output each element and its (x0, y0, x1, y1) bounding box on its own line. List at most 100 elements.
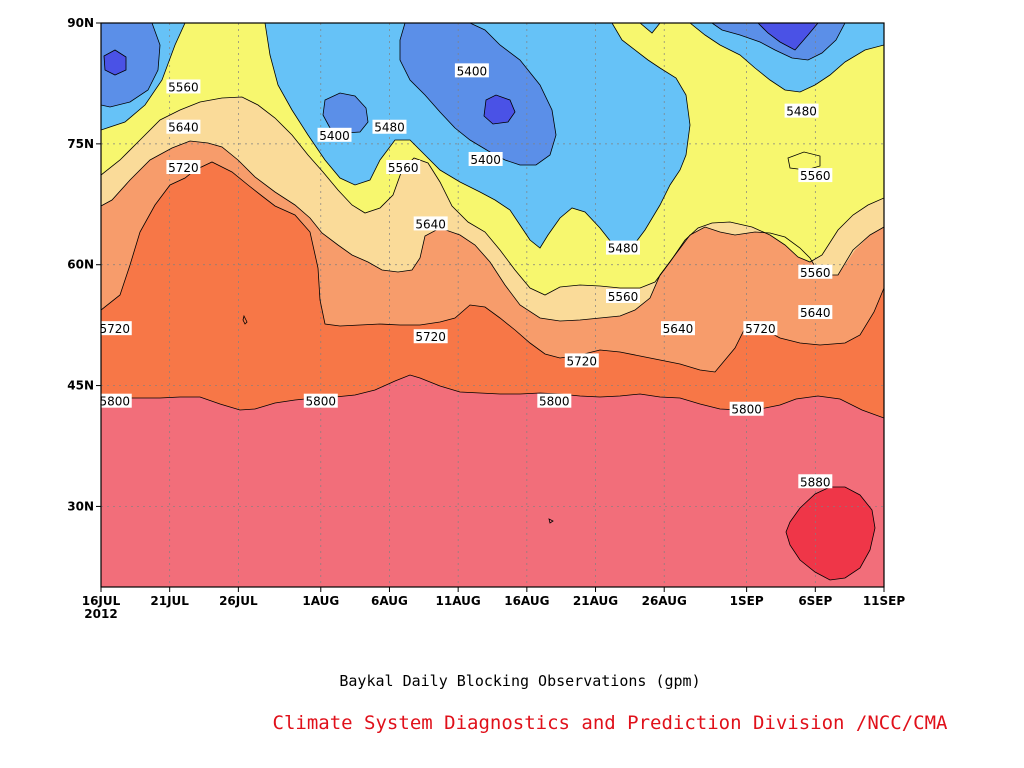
contour-label-bg (798, 474, 833, 489)
contour-5480-b (264, 23, 691, 251)
contour-5400-c (322, 92, 369, 134)
contour-label-bg (454, 63, 489, 78)
contour-label-text: 5480 (608, 242, 639, 256)
contour-label-text: 5800 (731, 403, 762, 417)
contour-label-text: 5640 (800, 306, 831, 320)
contour-label-bg (606, 240, 640, 255)
x-tick-label: 1SEP (730, 594, 764, 608)
contour-label-bg (166, 160, 201, 175)
contour-label-text: 5800 (99, 395, 130, 409)
contour-label-bg (303, 393, 338, 408)
fill-below-5480-d (712, 23, 845, 60)
contour-label-text: 5400 (319, 129, 350, 143)
y-tick-label: 75N (67, 137, 94, 151)
contour-label-bg (97, 321, 132, 336)
contour-5480-d (639, 23, 661, 34)
contour-5480-a (101, 23, 186, 131)
chart-caption: Baykal Daily Blocking Observations (gpm) (339, 672, 701, 690)
x-tick-label: 26AUG (642, 594, 687, 608)
contour-label-text: 5800 (539, 395, 570, 409)
x-tick-label: 11AUG (436, 594, 481, 608)
contour-label-bg (660, 321, 695, 336)
contour-label: 5640 (166, 119, 201, 135)
contour-label-text: 5720 (415, 330, 446, 344)
x-tick-label: 21AUG (573, 594, 618, 608)
x-tick-label: 26JUL (219, 594, 258, 608)
contour-label-text: 5480 (786, 105, 817, 119)
contour-label-bg (798, 305, 833, 320)
contour-label-bg (537, 393, 572, 408)
contour-label: 5400 (454, 63, 489, 78)
grid-lines (101, 23, 884, 587)
contour-label-bg (468, 151, 503, 166)
contour-label: 5560 (606, 288, 640, 304)
y-tick-label: 30N (67, 499, 94, 513)
plot-frame (100, 22, 885, 588)
x-tick-label: 16AUG (504, 594, 549, 608)
contour-label-bg (606, 288, 640, 303)
contour-label-bg (413, 216, 448, 231)
contour-label-text: 5560 (800, 169, 831, 183)
fill-below-5400-b (484, 95, 515, 124)
contour-label-text: 5640 (168, 121, 199, 135)
x-tick-label: 6AUG (371, 594, 408, 608)
contour-5480-c (689, 23, 884, 93)
contour-label: 5720 (166, 160, 201, 175)
contour-label-bg (166, 79, 201, 94)
contour-label: 5800 (537, 393, 572, 409)
contour-label: 5560 (166, 79, 201, 94)
contour-label: 5400 (468, 151, 503, 167)
contour-label-bg (97, 393, 132, 408)
contour-label-bg (784, 103, 819, 118)
contour-label: 5720 (743, 321, 778, 336)
fill-above-5880 (786, 487, 875, 580)
contour-label-bg (166, 119, 201, 134)
contour-label-text: 5560 (800, 266, 831, 280)
fill-5560-island (640, 23, 660, 33)
contour-label-bg (317, 127, 352, 142)
contour-label: 5560 (798, 168, 833, 183)
contour-5720 (101, 161, 884, 373)
contour-small-mark-a (242, 314, 248, 325)
fill-below-5400-c (758, 23, 818, 50)
contour-label: 5560 (386, 160, 421, 175)
contour-5400-d (711, 23, 846, 61)
contour-label-text: 5720 (745, 322, 776, 336)
contour-label: 5720 (97, 321, 132, 336)
x-tick-label: 21JUL (150, 594, 189, 608)
contour-label: 5720 (564, 353, 599, 368)
credit-line: Climate System Diagnostics and Predictio… (272, 712, 948, 734)
contour-5400-b (399, 23, 557, 166)
contour-label-text: 5400 (457, 64, 488, 78)
contour-label-text: 5720 (99, 322, 130, 336)
y-tick-label: 90N (67, 16, 94, 30)
contour-label-text: 5560 (388, 161, 419, 175)
fill-5560-small (788, 152, 820, 170)
x-axis: 16JUL 21JUL 26JUL 1AUG 6AUG 11AUG 16AUG 21AUG 26… (82, 587, 906, 621)
contour-label-bg (413, 329, 448, 344)
contour-label-bg (798, 264, 833, 279)
contour-label: 5640 (413, 216, 448, 231)
contour-label: 5720 (413, 329, 448, 344)
contour-label: 5880 (798, 474, 833, 489)
fill-below-5480-a (101, 23, 160, 107)
contour-label: 5640 (798, 305, 833, 320)
x-tick-label: 11SEP (863, 594, 906, 608)
contour-label-bg (564, 353, 599, 368)
contour-label-text: 5720 (567, 354, 598, 368)
contour-label-bg (729, 401, 764, 416)
y-tick-label: 45N (67, 379, 94, 393)
contour-5560 (101, 96, 884, 296)
contour-label: 5560 (798, 264, 833, 280)
contour-label-text: 5640 (415, 217, 446, 231)
contour-label: 5640 (660, 321, 695, 336)
contour-5320-a (103, 49, 127, 76)
fill-below-5480-b (400, 23, 556, 165)
fill-below-5480-c (323, 93, 368, 133)
x-tick-label: 16JUL (82, 594, 121, 608)
y-tick-label: 60N (67, 258, 94, 272)
contour-label-bg (372, 119, 407, 134)
x-tick-label: 1AUG (302, 594, 339, 608)
contour-labels: 5400 5400 5400 5480 5480 5480 5560 5560 5560 5560… (97, 63, 833, 489)
